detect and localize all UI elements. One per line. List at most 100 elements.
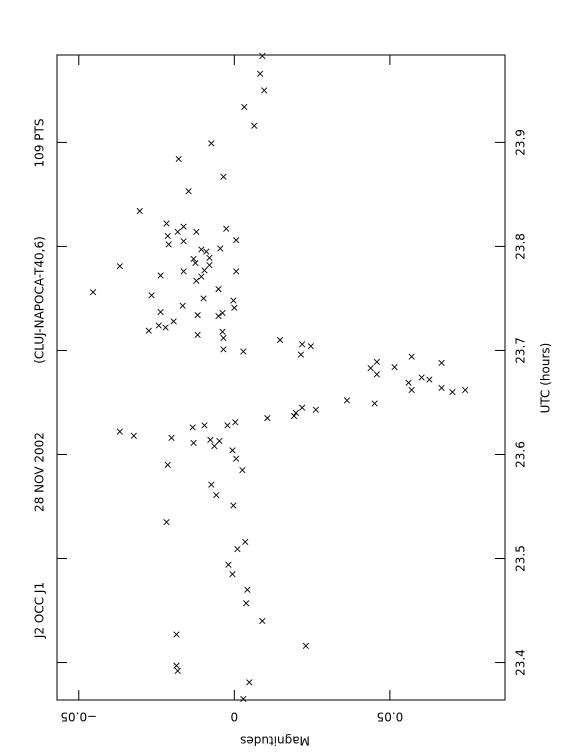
point: [244, 586, 251, 593]
point: [201, 422, 208, 429]
y-tick-label: 0: [231, 710, 239, 724]
y-tick-label: −0.05: [60, 710, 97, 724]
point: [312, 406, 319, 413]
point: [192, 259, 199, 267]
point: [220, 346, 227, 353]
point: [261, 87, 268, 94]
point: [203, 248, 210, 255]
point: [216, 437, 223, 445]
point: [257, 70, 264, 77]
point: [155, 322, 162, 329]
point: [462, 386, 469, 394]
point: [426, 376, 433, 383]
point: [207, 436, 214, 444]
point: [240, 695, 247, 703]
point: [373, 358, 380, 366]
point: [297, 351, 305, 358]
chart-title: J2 OCC J1: [33, 582, 47, 639]
point: [180, 268, 187, 275]
x-tick-label: 23.6: [514, 441, 528, 468]
point: [408, 353, 415, 360]
point: [145, 327, 152, 334]
point: [225, 561, 232, 568]
point: [223, 225, 230, 232]
point: [230, 502, 237, 509]
point: [165, 241, 172, 248]
point: [174, 228, 181, 235]
point: [201, 267, 208, 274]
point: [264, 414, 271, 422]
point: [259, 52, 266, 60]
point: [174, 667, 181, 674]
point: [231, 304, 238, 311]
point: [180, 238, 187, 245]
point: [157, 272, 164, 279]
point: [229, 447, 236, 454]
point: [208, 140, 215, 147]
point: [232, 419, 239, 426]
point: [292, 409, 300, 416]
point: [391, 363, 398, 371]
point: [163, 518, 170, 526]
x-tick-label: 23.8: [514, 233, 528, 260]
point: [168, 434, 175, 441]
point: [215, 313, 222, 320]
point: [194, 331, 201, 338]
point: [259, 617, 266, 625]
point: [276, 336, 284, 344]
point: [240, 348, 247, 355]
point: [299, 404, 306, 411]
point: [233, 237, 240, 244]
point: [193, 277, 200, 284]
point: [233, 268, 240, 275]
point: [116, 263, 123, 270]
point: [208, 481, 215, 488]
point: [162, 324, 169, 331]
point: [367, 365, 374, 372]
chart-title: 28 NOV 2002: [33, 432, 47, 512]
point: [206, 262, 213, 269]
point: [148, 292, 155, 299]
x-axis-label: UTC (hours): [539, 343, 553, 414]
point: [206, 254, 213, 261]
point: [246, 679, 253, 686]
point: [220, 334, 227, 342]
y-axis-label: Magnitudes: [240, 734, 310, 748]
point: [175, 155, 182, 163]
point: [89, 289, 97, 296]
point: [418, 374, 425, 381]
point: [198, 246, 205, 253]
x-tick-label: 23.9: [514, 129, 528, 156]
point: [224, 422, 231, 429]
x-tick-label: 23.5: [514, 545, 528, 572]
point: [180, 223, 187, 230]
point: [343, 397, 351, 404]
point: [213, 491, 220, 499]
point: [164, 461, 171, 469]
x-tick-label: 23.7: [514, 337, 528, 364]
point: [193, 228, 200, 235]
point: [405, 379, 412, 386]
point: [241, 103, 248, 111]
chart-title: 109 PTS: [33, 119, 47, 168]
point: [157, 308, 164, 316]
point: [164, 232, 171, 240]
point: [251, 122, 258, 129]
plot-frame: [56, 54, 506, 701]
point: [373, 371, 380, 378]
point: [239, 466, 246, 474]
point: [136, 207, 143, 215]
x-tick-label: 23.4: [514, 649, 528, 676]
point: [163, 220, 170, 227]
point: [190, 255, 197, 263]
point: [229, 571, 236, 578]
y-tick-label: 0.05: [377, 710, 404, 724]
point: [220, 173, 227, 180]
point: [371, 400, 378, 407]
point: [173, 662, 180, 669]
point: [211, 443, 218, 450]
point: [130, 432, 137, 439]
point: [408, 386, 415, 394]
